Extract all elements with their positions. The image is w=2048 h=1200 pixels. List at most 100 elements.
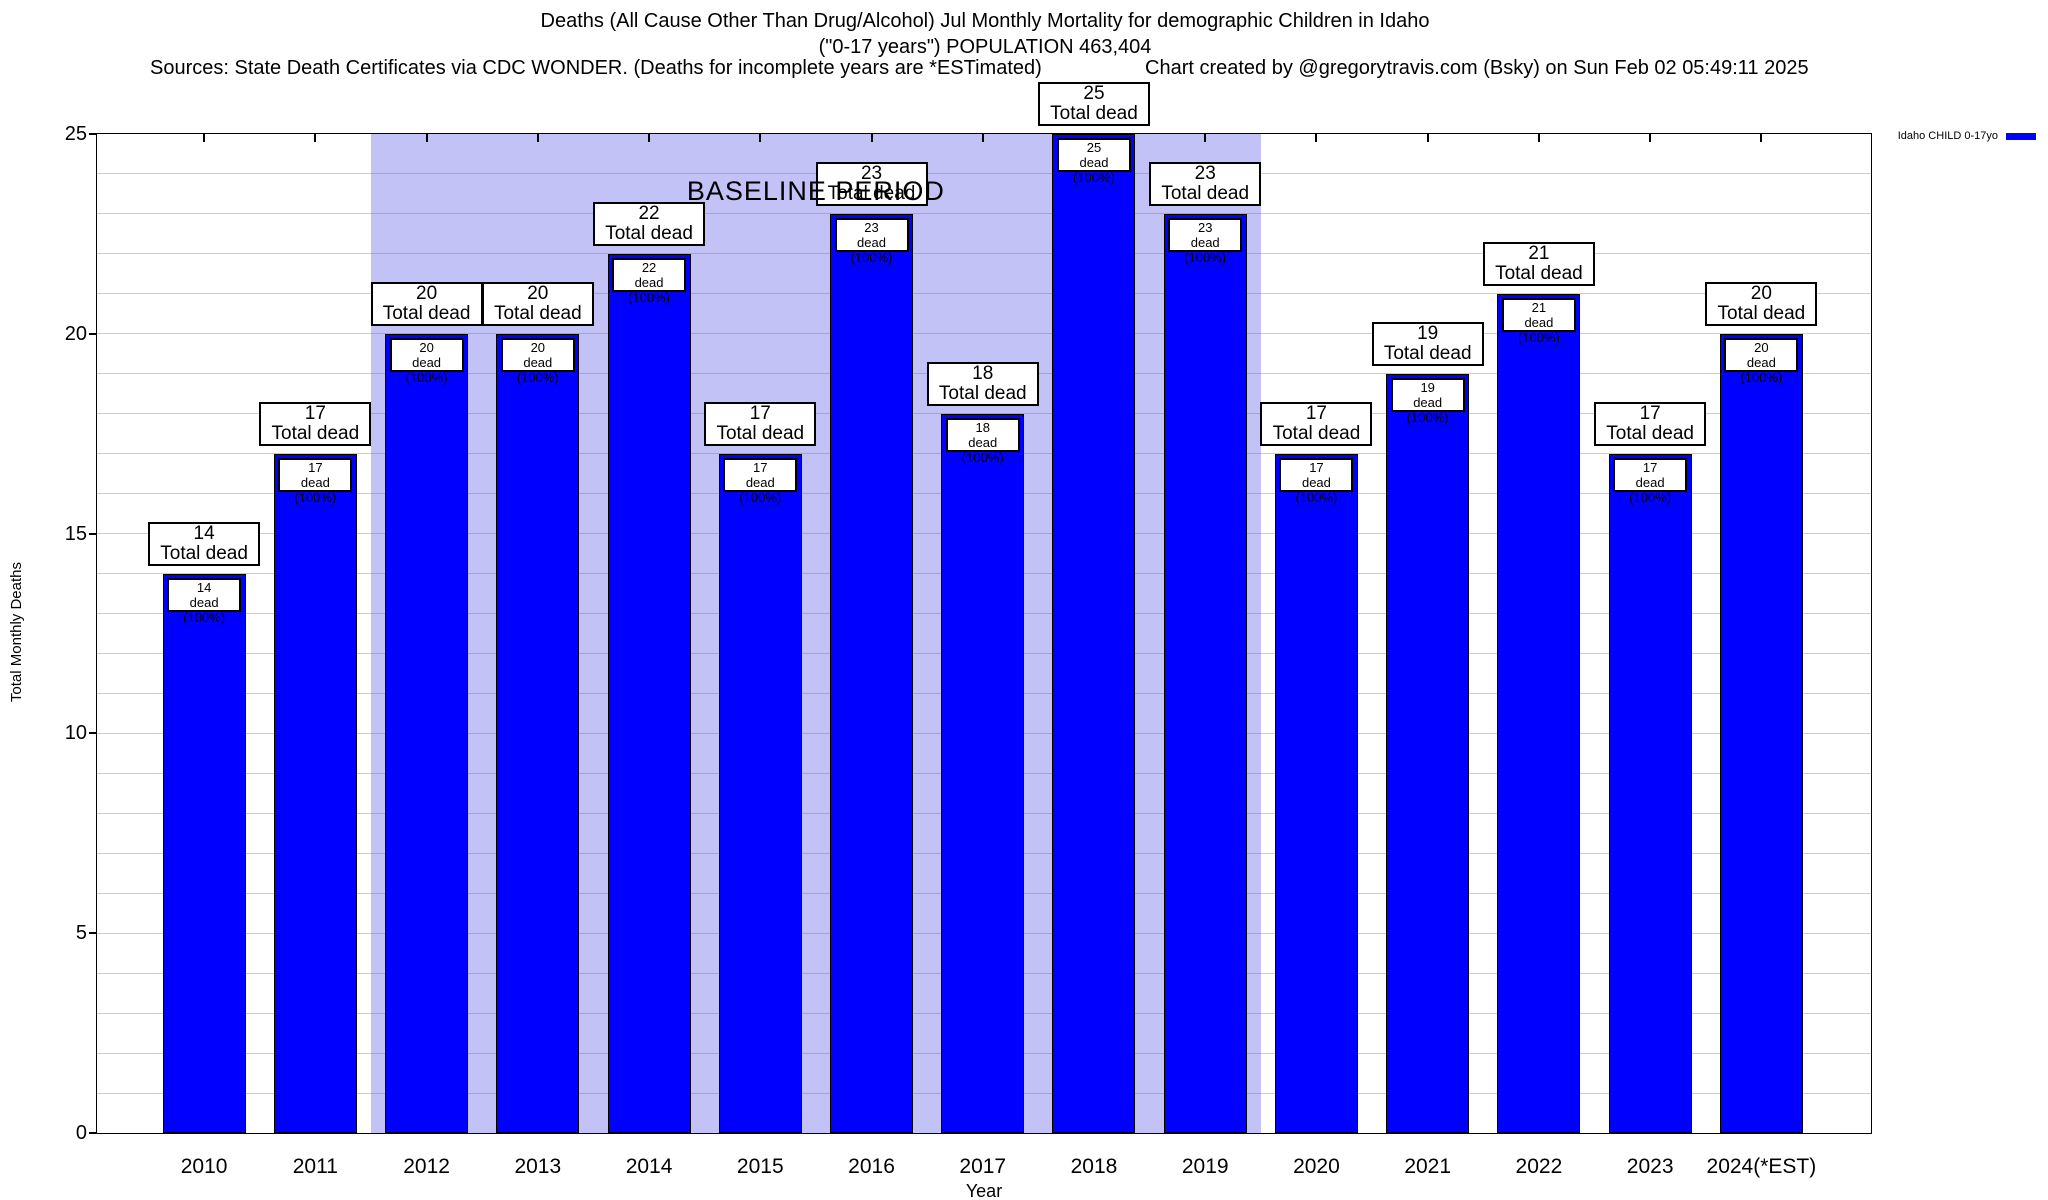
x-tick-label-2014: 2014 [625,1155,673,1178]
bar-2011 [273,453,357,1133]
dead-pct-box-2013: 20 dead (100%) [500,337,575,385]
total-dead-box-2017: 18 Total dead [926,361,1039,406]
dead-pct-box-2024(*EST): 20 dead (100%) [1724,337,1799,385]
y-tick-label-0: 0 [75,1122,87,1144]
top-tick-2021 [1426,134,1429,142]
total-dead-text: Total dead [493,302,582,324]
total-dead-value: 17 [304,402,326,424]
x-tick-label-2015: 2015 [736,1155,784,1178]
dead-pct-value: 19 [1420,379,1435,395]
x-tick-label-2010: 2010 [180,1155,228,1178]
y-tick-label-10: 10 [64,722,87,745]
total-dead-text: Total dead [1272,422,1361,444]
y-tick-mark-20 [89,332,97,335]
total-dead-box-2024(*EST): 20 Total dead [1705,281,1818,326]
dead-pct-text: dead (100%) [1184,234,1227,265]
top-tick-2017 [981,134,984,142]
y-tick-mark-15 [89,532,97,535]
dead-pct-box-2014: 22 dead (100%) [612,257,687,305]
y-tick-label-15: 15 [64,522,87,545]
bar-2013 [496,333,580,1133]
dead-pct-box-2022: 21 dead (100%) [1501,297,1576,345]
legend: Idaho CHILD 0-17yo [1850,130,2036,142]
chart-title: Deaths (All Cause Other Than Drug/Alcoho… [540,10,1430,32]
total-dead-text: Total dead [1383,342,1472,364]
x-tick-label-2017: 2017 [959,1155,1007,1178]
chart-subtitle: ("0-17 years") POPULATION 463,404 [818,36,1152,58]
top-tick-2023 [1649,134,1652,142]
dead-pct-box-2010: 14 dead (100%) [167,577,242,625]
bar-2012 [385,333,469,1133]
top-tick-2010 [203,134,206,142]
x-tick-label-2024(*EST): 2024(*EST) [1706,1155,1817,1178]
plot-area: BASELINE PERIOD Year 0 5 10 15 20 25 14 Total d… [65,82,1872,1200]
top-tick-2014 [648,134,651,142]
dead-pct-box-2012: 20 dead (100%) [389,337,464,385]
y-tick-mark-0 [89,1132,97,1134]
y-tick-label-20: 20 [64,322,87,345]
x-tick-label-2016: 2016 [848,1155,895,1178]
total-dead-value: 17 [1639,402,1661,424]
dead-pct-text: dead (100%) [294,474,337,505]
total-dead-text: Total dead [1606,422,1694,444]
dead-pct-text: dead (100%) [183,594,226,625]
bar-2018 [1052,134,1136,1133]
top-tick-2015 [759,134,762,142]
dead-pct-text: dead (100%) [1073,155,1115,185]
y-axis-label: Total Monthly Deaths [7,562,25,703]
total-dead-box-2020: 17 Total dead [1260,401,1373,446]
total-dead-text: Total dead [160,542,248,564]
dead-pct-box-2021: 19 dead (100%) [1390,377,1465,425]
bar-2024(*EST) [1719,333,1803,1133]
top-tick-2012 [425,134,428,142]
total-dead-text: Total dead [1717,302,1806,324]
dead-pct-value: 18 [975,419,990,435]
total-dead-value: 17 [1305,402,1327,424]
x-tick-label-2020: 2020 [1293,1155,1340,1178]
dead-pct-box-2017: 18 dead (100%) [945,417,1020,465]
dead-pct-value: 20 [530,339,546,355]
dead-pct-text: dead (100%) [405,354,448,385]
x-tick-label-2012: 2012 [403,1155,450,1178]
bar-2017 [941,413,1025,1133]
total-dead-text: Total dead [827,182,916,204]
y-tick-label-5: 5 [75,922,87,945]
total-dead-text: Total dead [382,302,471,324]
total-dead-box-2019: 23 Total dead [1149,161,1262,206]
x-tick-label-2019: 2019 [1181,1155,1229,1178]
bar-2019 [1163,213,1247,1133]
top-tick-2020 [1315,134,1318,142]
legend-label: Idaho CHILD 0-17yo [1897,130,1998,142]
y-tick-label-25: 25 [64,123,87,145]
total-dead-text: Total dead [1495,262,1583,284]
dead-pct-value: 20 [1754,339,1769,355]
dead-pct-value: 20 [419,339,434,355]
credit-note: Chart created by @gregorytravis.com (Bsk… [1145,57,1809,79]
total-dead-value: 17 [749,402,771,424]
x-axis-label: Year [965,1181,1003,1200]
total-dead-value: 21 [1528,242,1550,264]
dead-pct-box-2018: 25 dead (100%) [1056,138,1131,185]
y-tick-mark-5 [89,932,97,935]
total-dead-text: Total dead [1050,103,1138,124]
total-dead-text: Total dead [271,422,360,444]
dead-pct-text: dead (100%) [628,274,670,305]
y-tick-mark-25 [89,133,97,135]
gridline-y-23 [97,213,1871,215]
total-dead-box-2021: 19 Total dead [1371,321,1484,366]
total-dead-box-2011: 17 Total dead [259,401,372,446]
dead-pct-box-2023: 17 dead (100%) [1613,457,1688,505]
total-dead-value: 22 [638,202,660,224]
total-dead-box-2015: 17 Total dead [704,401,817,446]
dead-pct-value: 17 [1309,459,1324,475]
bar-2010 [162,573,246,1133]
total-dead-value: 19 [1417,322,1439,344]
baseline-period-label: BASELINE PERIOD [686,176,945,206]
x-tick-label-2011: 2011 [292,1155,338,1178]
x-tick-label-2018: 2018 [1070,1155,1118,1178]
total-dead-value: 23 [1194,162,1216,184]
total-dead-text: Total dead [1161,182,1250,204]
dead-pct-text: dead (100%) [1406,394,1449,425]
dead-pct-text: dead (100%) [739,474,782,505]
